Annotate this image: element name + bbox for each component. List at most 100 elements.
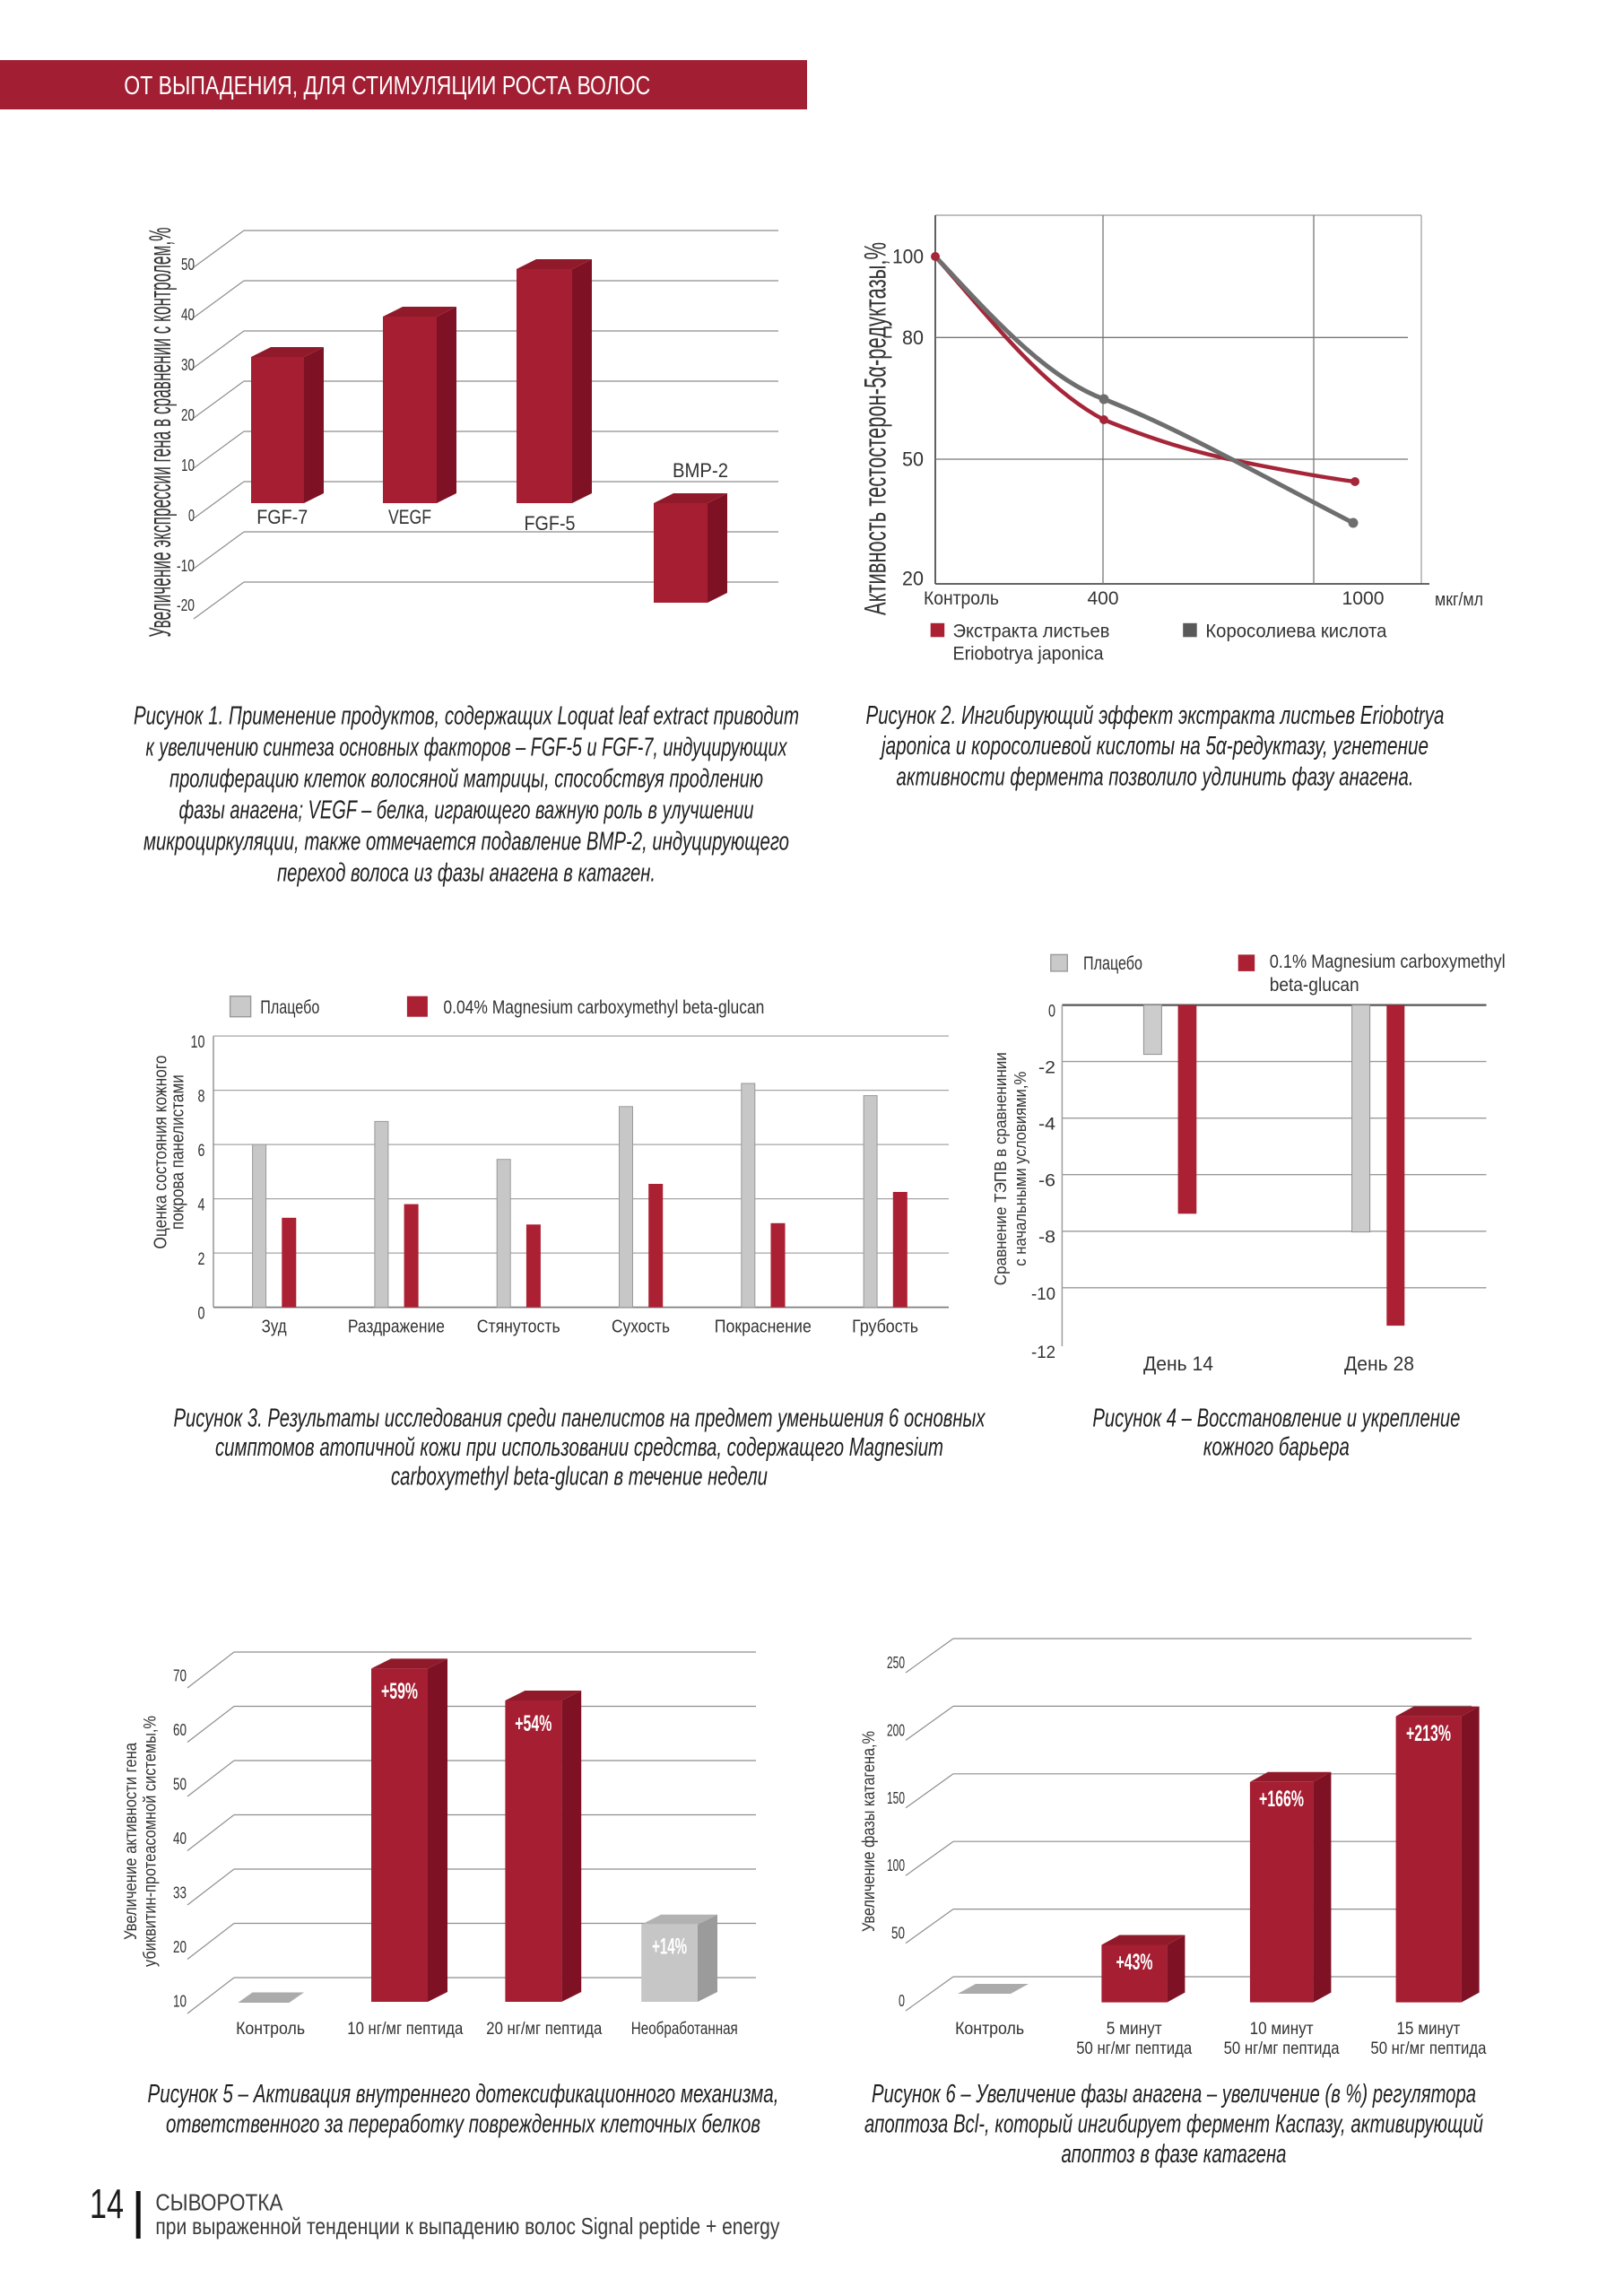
svg-text:Контроль: Контроль: [924, 588, 999, 609]
svg-text:20: 20: [902, 568, 924, 590]
svg-text:Увеличение активности гена: Увеличение активности гена: [122, 1743, 141, 1940]
svg-text:ответственного за переработку: ответственного за переработку поврежденн…: [166, 2110, 760, 2139]
svg-text:70: 70: [173, 1667, 187, 1685]
svg-text:200: 200: [887, 1721, 905, 1739]
svg-text:100: 100: [892, 245, 924, 267]
svg-text:Плацебо: Плацебо: [1083, 953, 1142, 974]
svg-text:-20: -20: [177, 596, 195, 614]
svg-text:Зуд: Зуд: [262, 1318, 287, 1337]
svg-text:BMP-2: BMP-2: [673, 459, 728, 482]
svg-text:20: 20: [173, 1938, 187, 1956]
svg-text:Стянутость: Стянутость: [477, 1318, 560, 1337]
svg-text:День 14: День 14: [1143, 1352, 1213, 1375]
svg-text:0: 0: [188, 507, 195, 525]
svg-text:симптомов атопичной кожи при и: симптомов атопичной кожи при использован…: [215, 1433, 943, 1462]
svg-text:6: 6: [198, 1142, 205, 1161]
svg-text:+59%: +59%: [381, 1679, 418, 1704]
svg-text:0: 0: [198, 1305, 205, 1324]
svg-text:Сравнение ТЭПВ в сравненинии: Сравнение ТЭПВ в сравненинии: [992, 1052, 1010, 1285]
svg-text:+43%: +43%: [1116, 1950, 1153, 1975]
svg-text:80: 80: [902, 326, 924, 349]
svg-text:30: 30: [181, 356, 195, 374]
svg-text:Покраснение: Покраснение: [715, 1318, 812, 1337]
svg-text:-8: -8: [1038, 1229, 1055, 1248]
svg-text:Увеличение экспрессии гена в с: Увеличение экспрессии гена в сравнении с…: [143, 227, 178, 637]
svg-text:Необработанная: Необработанная: [631, 2020, 738, 2039]
svg-text:10 нг/мг пептида: 10 нг/мг пептида: [347, 2020, 463, 2039]
svg-text:50: 50: [173, 1776, 187, 1794]
svg-text:при выраженной тенденции к вып: при выраженной тенденции к выпадению вол…: [155, 2213, 779, 2239]
svg-text:Контроль: Контроль: [236, 2020, 305, 2039]
svg-text:60: 60: [173, 1721, 187, 1739]
svg-text:микроциркуляции, также отмечае: микроциркуляции, также отмечается подавл…: [143, 828, 789, 857]
svg-text:фазы анагена; VEGF – белка, иг: фазы анагена; VEGF – белка, играющего ва…: [179, 796, 754, 825]
svg-text:Рисунок 6 – Увеличение фазы ан: Рисунок 6 – Увеличение фазы анагена – ув…: [872, 2080, 1476, 2109]
svg-text:СЫВОРОТКА: СЫВОРОТКА: [155, 2188, 283, 2215]
svg-text:0.04% Magnesium carboxymethyl: 0.04% Magnesium carboxymethyl beta-gluca…: [443, 997, 764, 1018]
svg-text:FGF-7: FGF-7: [256, 506, 308, 528]
svg-text:10: 10: [173, 1993, 187, 2011]
svg-text:День 28: День 28: [1344, 1352, 1414, 1375]
svg-text:Активность тестостерон-5α-реду: Активность тестостерон-5α-редуктазы,%: [859, 242, 893, 615]
svg-text:апоптоза Bcl-, который ингибир: апоптоза Bcl-, который ингибирует фермен…: [864, 2110, 1483, 2139]
svg-text:кожного барьера: кожного барьера: [1203, 1433, 1350, 1462]
svg-text:Оценка состояния кожного: Оценка состояния кожного: [152, 1056, 171, 1249]
svg-text:+166%: +166%: [1259, 1787, 1304, 1812]
svg-text:carboxymethyl beta-glucan в те: carboxymethyl beta-glucan в течение неде…: [391, 1463, 768, 1492]
svg-text:покрова панелистами: покрова панелистами: [169, 1074, 188, 1230]
svg-text:с начальными условиями,%: с начальными условиями,%: [1012, 1072, 1029, 1266]
svg-text:-12: -12: [1031, 1344, 1055, 1362]
svg-text:+54%: +54%: [515, 1711, 551, 1736]
svg-text:10 минут: 10 минут: [1250, 2020, 1314, 2039]
svg-text:ОТ ВЫПАДЕНИЯ, ДЛЯ СТИМУЛЯЦИИ Р: ОТ ВЫПАДЕНИЯ, ДЛЯ СТИМУЛЯЦИИ РОСТА ВОЛОС: [124, 72, 650, 100]
svg-text:10: 10: [191, 1033, 205, 1052]
svg-text:5 минут: 5 минут: [1107, 2020, 1162, 2039]
svg-text:пролиферацию клеток волосяной: пролиферацию клеток волосяной матрицы, с…: [169, 765, 763, 794]
svg-text:400: 400: [1088, 588, 1119, 609]
svg-text:Рисунок 2. Ингибирующий эффект: Рисунок 2. Ингибирующий эффект экстракта…: [866, 701, 1445, 730]
svg-text:+213%: +213%: [1406, 1721, 1451, 1746]
svg-text:0: 0: [899, 1992, 905, 2010]
svg-text:Плацебо: Плацебо: [260, 997, 319, 1018]
svg-text:-4: -4: [1038, 1116, 1055, 1135]
svg-text:20 нг/мг пептида: 20 нг/мг пептида: [486, 2020, 602, 2039]
svg-text:Рисунок 3. Результаты исследов: Рисунок 3. Результаты исследования среди…: [174, 1405, 986, 1433]
svg-text:Контроль: Контроль: [955, 2020, 1024, 2039]
svg-text:-10: -10: [1031, 1285, 1055, 1304]
svg-text:250: 250: [887, 1654, 905, 1672]
svg-text:50 нг/мг пептида: 50 нг/мг пептида: [1076, 2039, 1192, 2058]
svg-text:50: 50: [181, 256, 195, 274]
svg-text:к увеличению синтеза основных: к увеличению синтеза основных факторов –…: [146, 734, 788, 762]
svg-text:40: 40: [181, 306, 195, 324]
svg-text:15 минут: 15 минут: [1396, 2020, 1460, 2039]
svg-text:50: 50: [902, 448, 924, 471]
svg-text:100: 100: [887, 1857, 905, 1874]
svg-text:переход волоса из фазы анагена: переход волоса из фазы анагена в катаген…: [277, 859, 656, 888]
svg-text:Грубость: Грубость: [852, 1318, 918, 1337]
svg-text:убиквитин-протеасомной системы: убиквитин-протеасомной системы,%: [142, 1716, 161, 1967]
svg-text:Экстракта листьев: Экстракта листьев: [953, 621, 1110, 641]
svg-text:beta-glucan: beta-glucan: [1270, 975, 1359, 996]
svg-text:50: 50: [891, 1925, 905, 1943]
svg-text:-10: -10: [177, 557, 195, 575]
svg-text:активности фермента позволило: активности фермента позволило удлинить ф…: [897, 762, 1414, 791]
svg-text:Eriobotrya japonica: Eriobotrya japonica: [953, 643, 1104, 664]
svg-text:FGF-5: FGF-5: [525, 512, 576, 535]
svg-text:Рисунок 5 – Активация внутренн: Рисунок 5 – Активация внутреннего дотекс…: [148, 2080, 779, 2109]
svg-text:150: 150: [887, 1789, 905, 1807]
svg-text:+14%: +14%: [652, 1935, 687, 1960]
svg-text:-6: -6: [1038, 1172, 1055, 1191]
svg-text:1000: 1000: [1342, 588, 1385, 609]
svg-text:-2: -2: [1038, 1059, 1055, 1078]
svg-text:50 нг/мг пептида: 50 нг/мг пептида: [1224, 2039, 1340, 2058]
svg-text:33: 33: [173, 1884, 187, 1902]
svg-text:Коросолиева кислота: Коросолиева кислота: [1205, 621, 1386, 641]
svg-text:0.1% Magnesium carboxymethyl: 0.1% Magnesium carboxymethyl: [1270, 952, 1506, 972]
svg-text:VEGF: VEGF: [388, 506, 431, 528]
svg-text:japonica и коросолиевой кислот: japonica и коросолиевой кислоты на 5α-ре…: [879, 732, 1429, 761]
svg-text:14: 14: [90, 2180, 124, 2227]
svg-text:20: 20: [181, 406, 195, 424]
svg-text:Раздражение: Раздражение: [348, 1318, 445, 1337]
svg-text:10: 10: [181, 457, 195, 474]
svg-text:0: 0: [1048, 1003, 1055, 1022]
